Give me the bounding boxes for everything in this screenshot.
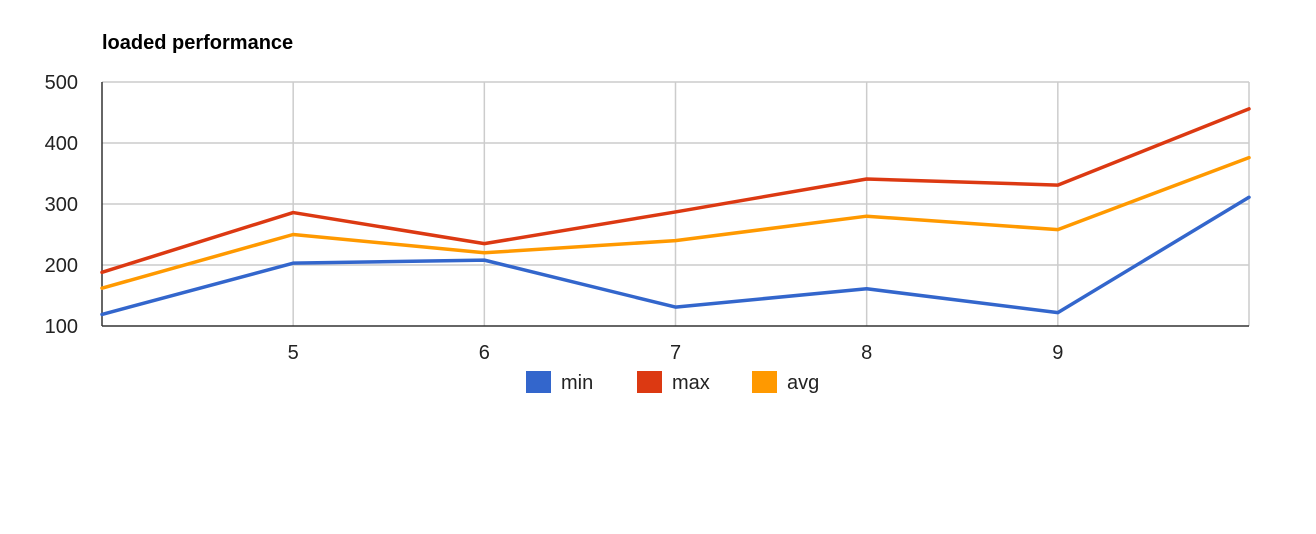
series-line-max [100,107,1251,275]
legend-swatch-min [526,371,551,393]
gridlines [102,81,1250,326]
y-tick-label: 100 [45,316,78,338]
legend-label-min: min [561,372,593,394]
legend-label-max: max [672,372,710,394]
axes: 100 200 300 400 500 5 6 7 8 9 [45,72,1249,364]
y-tick-label: 500 [45,72,78,94]
series-line-avg [100,155,1251,290]
x-tick-label: 7 [670,342,681,364]
series-line-min [100,195,1251,317]
chart-title: loaded performance [102,32,293,54]
legend-swatch-max [637,371,662,393]
legend: min max avg [526,371,819,394]
x-tick-label: 9 [1052,342,1063,364]
x-tick-label: 8 [861,342,872,364]
series-lines [100,107,1251,317]
y-tick-label: 300 [45,194,78,216]
legend-swatch-avg [752,371,777,393]
y-tick-label: 400 [45,133,78,155]
x-tick-label: 6 [479,342,490,364]
y-tick-label: 200 [45,255,78,277]
x-tick-label: 5 [288,342,299,364]
legend-label-avg: avg [787,372,819,394]
